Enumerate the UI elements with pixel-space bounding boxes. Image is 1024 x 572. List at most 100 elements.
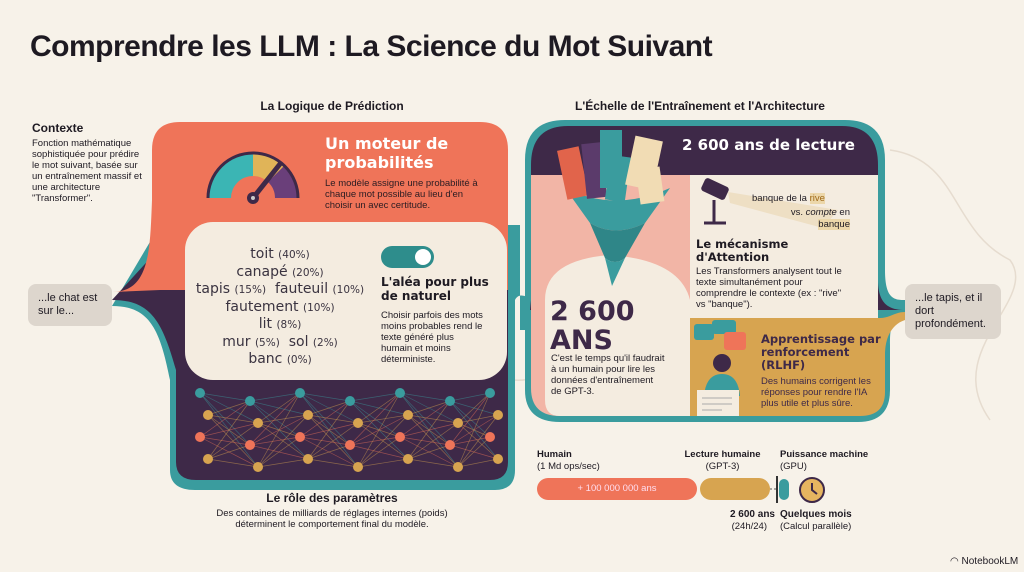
network-node <box>245 396 255 406</box>
network-node <box>203 454 213 464</box>
notebooklm-icon: ◠ <box>950 556 962 567</box>
engine-text: Le modèle assigne une probabilité à chaq… <box>325 178 478 211</box>
engine-title: Un moteur de probabilités <box>325 134 449 172</box>
network-edge <box>307 458 359 468</box>
network-edge <box>357 414 409 468</box>
network-edge <box>249 392 301 446</box>
network-edge <box>357 392 401 424</box>
network-edge <box>457 392 491 424</box>
network-edge <box>207 444 251 460</box>
network-edge <box>407 444 451 460</box>
network-edge <box>399 392 451 402</box>
network-edge <box>257 392 301 468</box>
reading-value-sub: (24h/24) <box>731 521 767 532</box>
spotlight-icon <box>701 178 838 228</box>
big-number-text: C'est le temps qu'il faudrait à un humai… <box>551 353 665 397</box>
network-edge <box>257 392 301 424</box>
network-edge <box>249 436 301 446</box>
context-title: Contexte <box>32 121 84 135</box>
network-edge <box>407 458 459 468</box>
big-number: 2 600 ANS <box>550 296 635 356</box>
network-edge <box>307 444 351 460</box>
candidate-word: sol (2%) <box>288 333 338 350</box>
network-edge <box>457 436 491 468</box>
network-edge <box>357 414 409 424</box>
machine-label: Puissance machine <box>780 449 869 460</box>
machine-sub: (GPU) <box>780 461 807 472</box>
network-edge <box>349 392 401 446</box>
candidate-word: tapis (15%) <box>195 281 267 297</box>
network-node <box>303 410 313 420</box>
attention-example-2: vs. compte en banque <box>790 207 850 230</box>
network-edge <box>207 422 259 460</box>
network-edge <box>357 392 401 468</box>
machine-bar <box>779 479 789 500</box>
candidate-word: toit (40%) <box>250 246 310 262</box>
network-edge <box>257 414 309 468</box>
network-node <box>253 462 263 472</box>
randomness-toggle[interactable] <box>381 246 434 268</box>
network-edge <box>307 400 351 460</box>
network-node <box>485 388 495 398</box>
network-edge <box>249 392 301 402</box>
network-edge <box>349 392 401 402</box>
network-edge <box>299 392 351 402</box>
candidate-word: fauteuil (10%) <box>274 281 365 297</box>
network-edge <box>399 400 451 438</box>
rlhf-title: Apprentissage par renforcement (RLHF) <box>761 332 881 372</box>
network-edge <box>207 414 259 424</box>
candidate-word: lit (8%) <box>258 316 302 332</box>
network-edge <box>299 436 351 446</box>
network-edge <box>199 436 251 446</box>
network-node <box>395 388 405 398</box>
network-node <box>453 462 463 472</box>
network-node <box>493 410 503 420</box>
network-edge <box>257 436 301 468</box>
reading-band-title: 2 600 ans de lecture <box>682 136 855 154</box>
context-text: Fonction mathématique sophistiquée pour … <box>32 138 142 204</box>
network-node <box>353 418 363 428</box>
randomness-text: Choisir parfois des mots moins probables… <box>381 310 483 365</box>
network-edge <box>407 400 451 416</box>
candidate-word: banc (0%) <box>248 351 312 367</box>
network-edge <box>207 400 251 460</box>
network-node <box>445 396 455 406</box>
network-edge <box>407 422 459 460</box>
left-section-heading: La Logique de Prédiction <box>260 99 404 113</box>
network-node <box>353 462 363 472</box>
rlhf-text: Des humains corrigent les réponses pour … <box>761 376 871 409</box>
network-edge <box>457 414 499 424</box>
network-edge <box>349 436 401 446</box>
clock-icon <box>799 477 825 503</box>
reading-sub: (GPT-3) <box>705 461 740 472</box>
network-edge <box>457 392 491 468</box>
network-node <box>203 410 213 420</box>
network-edge <box>449 436 491 446</box>
params-title: Le rôle des paramètres <box>266 491 398 505</box>
network-edge <box>299 400 351 438</box>
network-node <box>395 432 405 442</box>
candidate-word: fautement (10%) <box>225 298 335 315</box>
network-edge <box>357 458 409 468</box>
network-edge <box>199 400 251 438</box>
word-probability-list: toit (40%) canapé (20%) tapis (15%) faut… <box>190 246 370 369</box>
network-node <box>485 432 495 442</box>
right-section-heading: L'Échelle de l'Entraînement et l'Archite… <box>575 99 825 113</box>
network-node <box>403 454 413 464</box>
network-edge <box>307 414 359 424</box>
candidate-word: mur (5%) <box>222 333 280 350</box>
books-tornado-icon <box>557 130 670 286</box>
network-edge <box>449 392 491 402</box>
attention-example-1: banque de la rive <box>752 193 825 204</box>
human-bar: + 100 000 000 ans <box>537 478 697 500</box>
input-bubble: ...le chat est sur le... <box>28 284 112 326</box>
network-edge <box>399 436 451 446</box>
page-title: Comprendre les LLM : La Science du Mot S… <box>30 30 713 63</box>
human-feedback-icon <box>694 320 746 416</box>
network-edge <box>307 422 359 460</box>
network-node <box>303 454 313 464</box>
network-node <box>295 388 305 398</box>
network-node <box>195 432 205 442</box>
network-node <box>493 454 503 464</box>
